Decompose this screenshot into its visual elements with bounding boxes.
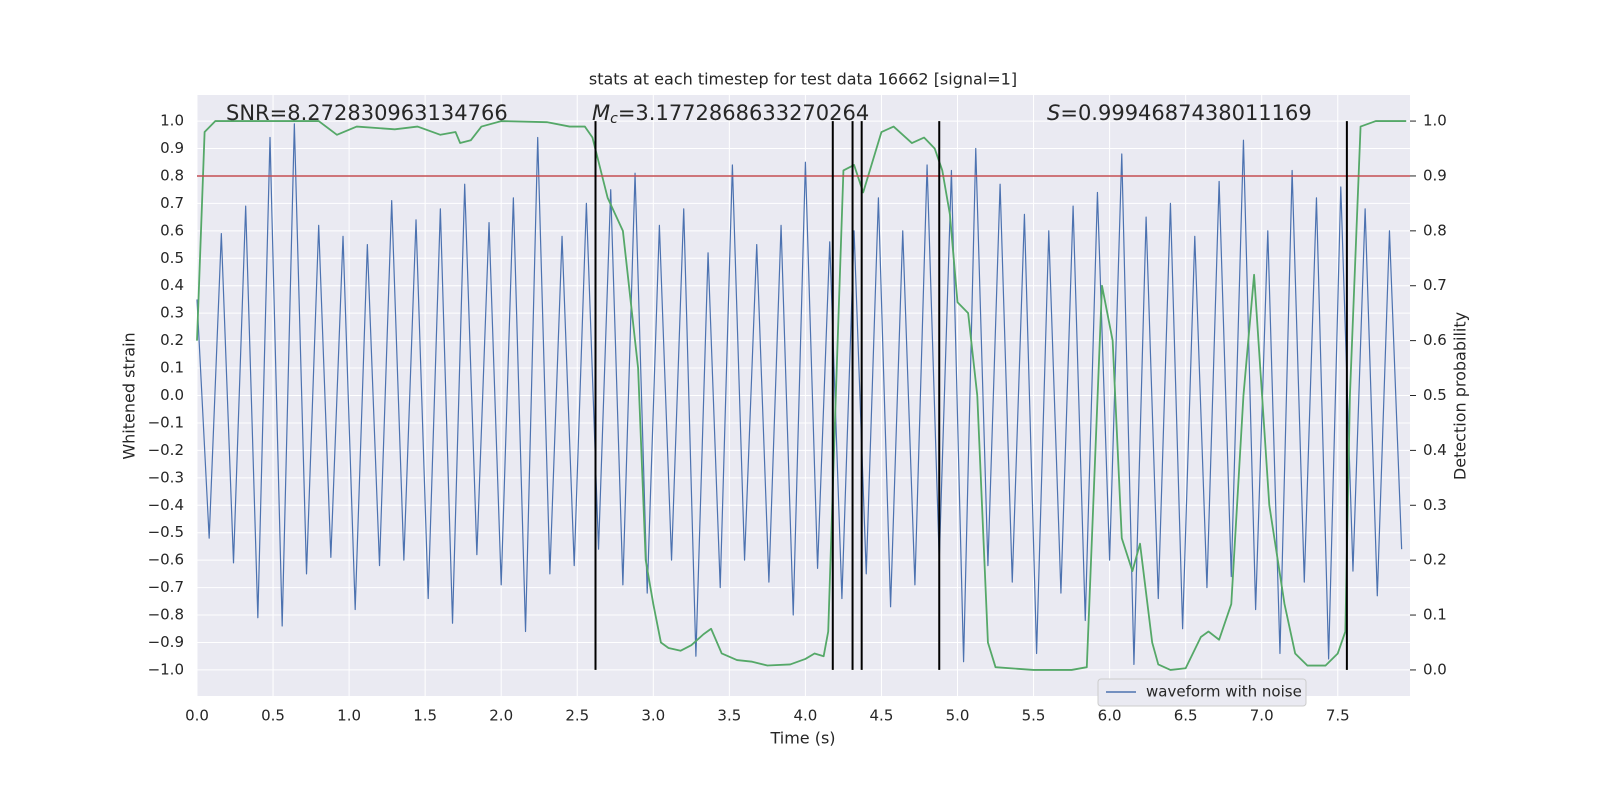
y-tick-label: 0.8 <box>160 166 184 184</box>
x-tick-label: 0.5 <box>261 707 285 725</box>
y-tick-label: −1.0 <box>148 660 184 678</box>
legend-label: waveform with noise <box>1146 683 1302 701</box>
probability-line <box>196 120 1407 671</box>
y-axis-label: Whitened strain <box>120 332 139 459</box>
y2-tick-label: 0.7 <box>1423 276 1447 294</box>
annotation-symbol: S <box>1047 101 1060 125</box>
y-tick-label: 0.6 <box>160 221 184 239</box>
annotation: S=0.9994687438011169 <box>1047 101 1312 125</box>
y2-tick-label: 0.0 <box>1423 660 1447 678</box>
y-tick-label: 0.1 <box>160 359 184 377</box>
y2-tick-label: 0.5 <box>1423 386 1447 404</box>
y2-tick-label: 0.3 <box>1423 496 1447 514</box>
marks <box>196 120 1410 671</box>
y-tick-label: −0.4 <box>148 496 184 514</box>
x-tick-label: 4.0 <box>793 707 817 725</box>
y-tick-label: 0.0 <box>160 386 184 404</box>
legend-box <box>1097 678 1307 707</box>
y2-tick-label: 0.9 <box>1423 166 1447 184</box>
annotation-value: =3.1772868633270264 <box>618 101 869 125</box>
chart-title: stats at each timestep for test data 166… <box>589 70 1017 89</box>
y-tick-label: 0.3 <box>160 304 184 322</box>
x-tick-label: 3.5 <box>717 707 741 725</box>
annotation-symbol: M <box>592 101 610 125</box>
legend: waveform with noise <box>1097 678 1307 707</box>
annotation: Mc=3.1772868633270264 <box>592 101 869 127</box>
x-axis-label: Time (s) <box>769 729 835 748</box>
y-tick-label: −0.9 <box>148 633 184 651</box>
y-tick-label: 1.0 <box>160 112 184 130</box>
x-tick-label: 3.0 <box>641 707 665 725</box>
y-tick-label: −0.7 <box>148 578 184 596</box>
x-tick-label: 6.5 <box>1174 707 1198 725</box>
y2-tick-label: 0.8 <box>1423 221 1447 239</box>
y-tick-label: 0.2 <box>160 331 184 349</box>
y-tick-label: 0.7 <box>160 194 184 212</box>
y2-axis-label: Detection probability <box>1451 312 1470 480</box>
x-tick-label: 2.5 <box>565 707 589 725</box>
y-tick-label: −0.5 <box>148 523 184 541</box>
waveform-line <box>196 123 1403 666</box>
x-tick-label: 6.0 <box>1098 707 1122 725</box>
y2-tick-label: 1.0 <box>1423 112 1447 130</box>
annotation: SNR=8.272830963134766 <box>226 101 508 125</box>
x-tick-label: 7.5 <box>1326 707 1350 725</box>
annotation-subscript: c <box>610 111 618 127</box>
x-tick-label: 1.5 <box>413 707 437 725</box>
x-tick-label: 1.0 <box>337 707 361 725</box>
y-tick-label: −0.1 <box>148 413 184 431</box>
y2-tick-label: 0.6 <box>1423 331 1447 349</box>
x-tick-label: 7.0 <box>1250 707 1274 725</box>
y2-tick-label: 0.2 <box>1423 551 1447 569</box>
x-tick-label: 5.0 <box>946 707 970 725</box>
y-tick-label: −0.8 <box>148 606 184 624</box>
y-tick-label: 0.9 <box>160 139 184 157</box>
y2-tick-label: 0.4 <box>1423 441 1447 459</box>
x-tick-label: 2.0 <box>489 707 513 725</box>
y2-tick-label: 0.1 <box>1423 606 1447 624</box>
y-tick-label: −0.2 <box>148 441 184 459</box>
y-tick-label: −0.3 <box>148 468 184 486</box>
x-tick-label: 4.5 <box>870 707 894 725</box>
x-tick-label: 5.5 <box>1022 707 1046 725</box>
y-tick-label: −0.6 <box>148 551 184 569</box>
annotation-value: =0.9994687438011169 <box>1060 101 1311 125</box>
x-tick-label: 0.0 <box>185 707 209 725</box>
y-tick-label: 0.4 <box>160 276 184 294</box>
y-tick-label: 0.5 <box>160 249 184 267</box>
